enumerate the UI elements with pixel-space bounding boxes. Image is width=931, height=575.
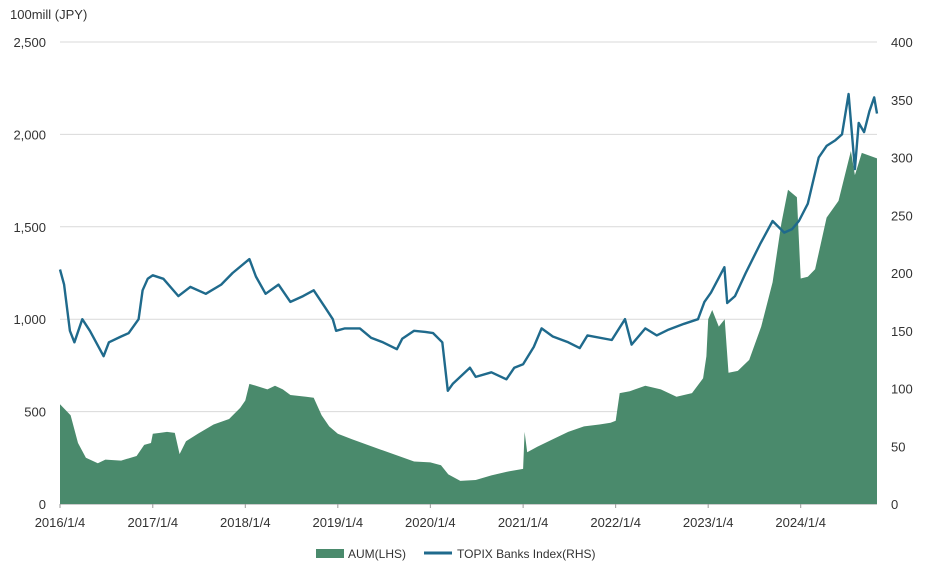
right-axis-tick-label: 400 — [891, 35, 913, 50]
legend: AUM(LHS) TOPIX Banks Index(RHS) — [316, 547, 596, 561]
x-axis-tick-label: 2022/1/4 — [590, 515, 641, 530]
left-axis-unit-label: 100mill (JPY) — [10, 7, 87, 22]
legend-label-topix: TOPIX Banks Index(RHS) — [457, 547, 596, 561]
right-axis-tick-label: 150 — [891, 324, 913, 339]
x-axis-tick-label: 2016/1/4 — [35, 515, 86, 530]
x-axis-tick-label: 2020/1/4 — [405, 515, 456, 530]
x-axis-tick-label: 2017/1/4 — [127, 515, 178, 530]
x-axis-tick-label: 2021/1/4 — [498, 515, 549, 530]
left-axis-tick-label: 2,500 — [13, 35, 46, 50]
left-axis-tick-label: 1,500 — [13, 220, 46, 235]
legend-swatch-topix — [424, 551, 452, 555]
x-axis-tick-label: 2023/1/4 — [683, 515, 734, 530]
legend-label-aum: AUM(LHS) — [348, 547, 406, 561]
right-axis-tick-label: 200 — [891, 266, 913, 281]
right-axis-tick-label: 300 — [891, 151, 913, 166]
topix-line-series — [58, 92, 879, 392]
right-axis-tick-label: 100 — [891, 382, 913, 397]
aum-area-series — [60, 151, 877, 504]
axes: 100mill (JPY) 0 500 1,000 1,500 2,000 2,500 0 5… — [10, 7, 913, 530]
left-axis-tick-label: 0 — [39, 497, 46, 512]
x-axis-tick-label: 2024/1/4 — [775, 515, 826, 530]
right-axis-tick-label: 350 — [891, 93, 913, 108]
left-axis-tick-label: 1,000 — [13, 312, 46, 327]
right-axis-tick-label: 50 — [891, 439, 905, 454]
topix-banks-line — [58, 92, 879, 392]
left-axis-tick-label: 2,000 — [13, 127, 46, 142]
x-axis-tick-label: 2018/1/4 — [220, 515, 271, 530]
legend-swatch-aum — [316, 549, 344, 558]
right-axis-tick-label: 0 — [891, 497, 898, 512]
right-axis-tick-label: 250 — [891, 208, 913, 223]
left-axis-tick-label: 500 — [24, 405, 46, 420]
aum-area — [60, 151, 877, 504]
x-axis-tick-label: 2019/1/4 — [313, 515, 364, 530]
